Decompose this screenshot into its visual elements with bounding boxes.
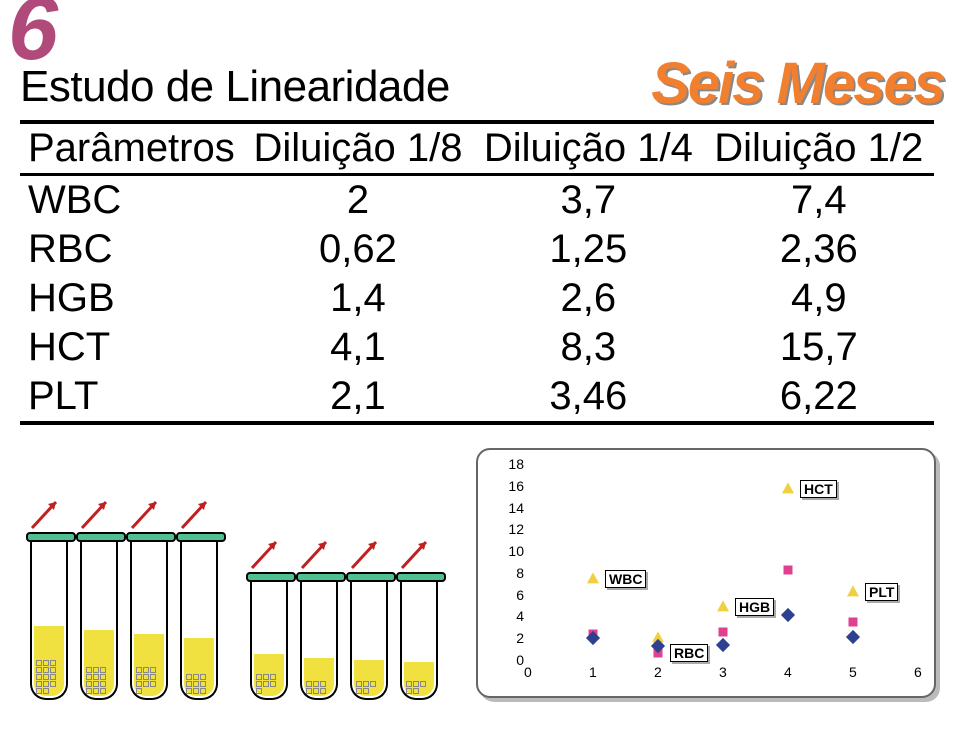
tube-cells bbox=[406, 664, 432, 694]
cell-value: 4,9 bbox=[704, 274, 934, 323]
point-label: PLT bbox=[865, 583, 898, 601]
col-header-dil14: Diluição 1/4 bbox=[473, 122, 703, 173]
y-tick-label: 6 bbox=[500, 587, 524, 603]
table-row: HCT4,18,315,7 bbox=[20, 323, 934, 372]
period-badge: Seis Meses bbox=[651, 50, 944, 117]
cell-value: 15,7 bbox=[704, 323, 934, 372]
tube-cells bbox=[306, 660, 332, 694]
arrow-icon bbox=[126, 494, 166, 534]
cell-param: PLT bbox=[20, 372, 243, 421]
x-tick-label: 4 bbox=[784, 664, 792, 680]
cell-param: HCT bbox=[20, 323, 243, 372]
marker-square bbox=[784, 565, 793, 574]
table-row: WBC23,77,4 bbox=[20, 175, 934, 226]
cell-value: 7,4 bbox=[704, 175, 934, 226]
x-tick-label: 3 bbox=[719, 664, 727, 680]
cell-value: 2 bbox=[243, 175, 473, 226]
y-tick-label: 10 bbox=[500, 543, 524, 559]
page-title: Estudo de Linearidade bbox=[20, 62, 450, 111]
table-row: HGB1,42,64,9 bbox=[20, 274, 934, 323]
point-label: RBC bbox=[670, 644, 708, 662]
x-tick-label: 0 bbox=[524, 664, 532, 680]
x-tick-label: 2 bbox=[654, 664, 662, 680]
tube-cells bbox=[356, 662, 382, 694]
marker-triangle bbox=[782, 482, 794, 493]
tube-cells bbox=[136, 636, 162, 694]
tube-cells bbox=[256, 656, 282, 694]
cell-value: 6,22 bbox=[704, 372, 934, 421]
cell-value: 3,7 bbox=[473, 175, 703, 226]
x-tick-label: 1 bbox=[589, 664, 597, 680]
y-tick-label: 8 bbox=[500, 565, 524, 581]
tube-cells bbox=[86, 632, 112, 694]
cell-param: WBC bbox=[20, 175, 243, 226]
col-header-dil18: Diluição 1/8 bbox=[243, 122, 473, 173]
marker-triangle bbox=[587, 573, 599, 584]
y-tick-label: 12 bbox=[500, 521, 524, 537]
x-tick-label: 6 bbox=[914, 664, 922, 680]
marker-square bbox=[719, 627, 728, 636]
table-row: PLT2,13,466,22 bbox=[20, 372, 934, 421]
arrow-icon bbox=[396, 534, 436, 574]
arrow-icon bbox=[246, 534, 286, 574]
table-header-row: Parâmetros Diluição 1/8 Diluição 1/4 Dil… bbox=[20, 122, 934, 173]
test-tube bbox=[300, 580, 338, 700]
table-bottom-rule bbox=[20, 421, 934, 423]
cell-value: 2,36 bbox=[704, 225, 934, 274]
cell-value: 3,46 bbox=[473, 372, 703, 421]
y-tick-label: 18 bbox=[500, 456, 524, 472]
y-tick-label: 2 bbox=[500, 630, 524, 646]
arrow-icon bbox=[76, 494, 116, 534]
point-label: HGB bbox=[735, 598, 774, 616]
marker-triangle bbox=[717, 600, 729, 611]
cell-value: 2,6 bbox=[473, 274, 703, 323]
arrow-icon bbox=[296, 534, 336, 574]
cell-param: HGB bbox=[20, 274, 243, 323]
cell-value: 1,25 bbox=[473, 225, 703, 274]
marker-diamond bbox=[846, 630, 860, 644]
arrow-icon bbox=[346, 534, 386, 574]
col-header-dil12: Diluição 1/2 bbox=[704, 122, 934, 173]
y-tick-label: 0 bbox=[500, 652, 524, 668]
test-tube bbox=[400, 580, 438, 700]
cell-value: 0,62 bbox=[243, 225, 473, 274]
linearity-table: Parâmetros Diluição 1/8 Diluição 1/4 Dil… bbox=[20, 120, 934, 425]
cell-value: 2,1 bbox=[243, 372, 473, 421]
table-row: RBC0,621,252,36 bbox=[20, 225, 934, 274]
tube-cells bbox=[36, 628, 62, 694]
test-tube bbox=[250, 580, 288, 700]
marker-triangle bbox=[847, 586, 859, 597]
arrow-icon bbox=[26, 494, 66, 534]
test-tubes-illustration bbox=[20, 460, 460, 700]
cell-value: 8,3 bbox=[473, 323, 703, 372]
scatter-chart: WBC RBC HGB HCT PLT bbox=[528, 464, 918, 660]
test-tube bbox=[30, 540, 68, 700]
chart-card: WBCRBCHGBHCTPLT 024681012141618 0123456 bbox=[476, 448, 936, 698]
y-tick-label: 4 bbox=[500, 608, 524, 624]
test-tube bbox=[130, 540, 168, 700]
test-tube bbox=[350, 580, 388, 700]
x-tick-label: 5 bbox=[849, 664, 857, 680]
test-tube bbox=[80, 540, 118, 700]
point-label: WBC bbox=[605, 570, 646, 588]
cell-value: 1,4 bbox=[243, 274, 473, 323]
cell-param: RBC bbox=[20, 225, 243, 274]
tube-cells bbox=[186, 640, 212, 694]
marker-diamond bbox=[781, 608, 795, 622]
point-label: HCT bbox=[800, 480, 837, 498]
y-tick-label: 14 bbox=[500, 500, 524, 516]
arrow-icon bbox=[176, 494, 216, 534]
test-tube bbox=[180, 540, 218, 700]
marker-square bbox=[849, 618, 858, 627]
marker-diamond bbox=[716, 638, 730, 652]
y-tick-label: 16 bbox=[500, 478, 524, 494]
cell-value: 4,1 bbox=[243, 323, 473, 372]
col-header-param: Parâmetros bbox=[20, 122, 243, 173]
